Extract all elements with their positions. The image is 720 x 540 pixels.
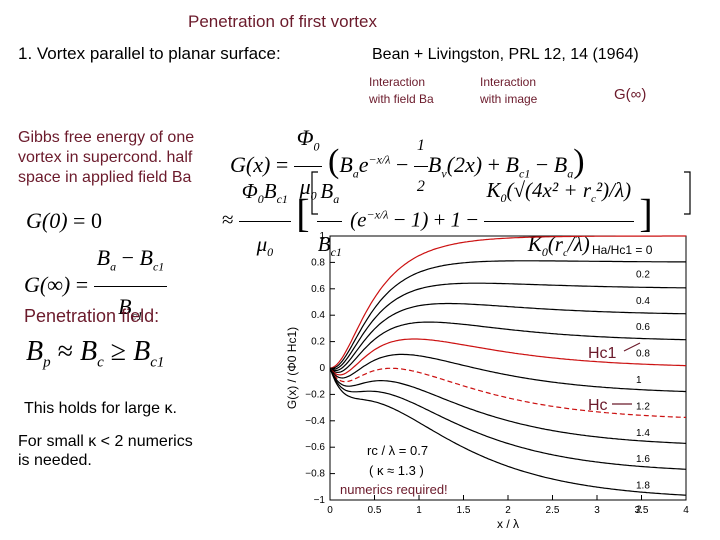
hc1-arrow [623, 342, 641, 352]
bracket-right [684, 171, 691, 215]
series-line [329, 260, 686, 369]
x-tick-label: 4 [683, 505, 689, 516]
series-line [329, 235, 686, 369]
series-label: 1.2 [636, 401, 650, 412]
hc-label: Hc [588, 397, 608, 414]
series-line [329, 321, 686, 374]
series-line [329, 367, 687, 444]
slide-title: Penetration of first vortex [188, 12, 377, 31]
reference-citation: Bean + Livingston, PRL 12, 14 (1964) [372, 46, 639, 63]
series-line [329, 282, 687, 370]
series-line [329, 353, 686, 393]
series-label: 1.6 [636, 454, 650, 465]
equation-gx-approx: ≈ Φ0Bc1 μ0 [ Ba Bc1 (e−x/λ − 1) + 1 − K0(√… [222, 168, 653, 275]
x-tick-label: 3.5 [635, 505, 649, 516]
y-tick-label: 0.2 [311, 337, 325, 348]
y-tick-label: 0 [319, 363, 325, 374]
series-label: 0.4 [636, 296, 650, 307]
series-line [329, 367, 686, 418]
penetration-label: Penetration field: [24, 306, 160, 326]
large-kappa-note: This holds for large κ. [24, 400, 177, 417]
equation-ginf: G(∞) = Ba − Bc1 Bc1 [24, 238, 168, 336]
label-g-infinity: G(∞) [614, 86, 647, 103]
gibbs-description: Gibbs free energy of one vortex in super… [18, 129, 195, 186]
label-interaction-field: Interaction with field Ba [369, 75, 434, 106]
series-label: 0.6 [636, 322, 650, 333]
y-axis-label: G(x) / (Φ0 Hc1) [285, 327, 299, 409]
y-tick-label: 0.4 [311, 310, 325, 321]
equation-gx: G(x) = Φ0 μ0 (Bae−x/λ − 1 2 Bv(2x) + Bc1 − … [230, 118, 585, 216]
y-tick-label: 1 [319, 231, 325, 242]
section-heading: 1. Vortex parallel to planar surface: [18, 44, 281, 63]
annotation-rc: rc / λ = 0.7 [367, 443, 428, 458]
x-tick-label: 0.5 [368, 505, 382, 516]
x-tick-label: 1.5 [457, 505, 471, 516]
y-tick-label: 0.6 [311, 284, 325, 295]
x-tick-label: 3 [594, 505, 600, 516]
series-line [329, 367, 687, 496]
x-axis-label: x / λ [497, 517, 519, 531]
numerics-label: numerics required! [340, 482, 448, 497]
x-tick-label: 2.5 [546, 505, 560, 516]
series-line [329, 302, 687, 372]
x-tick-label: 2 [505, 505, 511, 516]
y-tick-label: −0.8 [305, 469, 325, 480]
series-label: 1.8 [636, 481, 650, 492]
x-tick-label: 0 [327, 505, 333, 516]
plot-frame [329, 235, 687, 501]
hc1-label: Hc1 [588, 345, 617, 362]
y-tick-label: −0.6 [305, 442, 325, 453]
series-label: 1 [636, 375, 642, 386]
equation-bp: Bp ≈ Bc ≥ Bc1 [26, 336, 165, 371]
y-tick-label: −0.2 [305, 389, 325, 400]
series-label: 2 [636, 504, 642, 515]
y-tick-label: −1 [314, 495, 326, 506]
small-kappa-note: For small κ < 2 numerics is needed. [18, 433, 193, 469]
series-label: 0.2 [636, 269, 650, 280]
series-label: 1.4 [636, 428, 650, 439]
equation-g0: G(0) = 0 [26, 208, 102, 233]
series-line [329, 367, 687, 470]
series-label: 0.8 [636, 349, 650, 360]
y-tick-label: 0.8 [311, 257, 325, 268]
x-tick-label: 1 [416, 505, 422, 516]
series-line [329, 338, 686, 376]
series-label-head: Ha/Hc1 = 0 [592, 243, 653, 257]
bracket-left [311, 171, 318, 215]
annotation-kappa: ( κ ≈ 1.3 ) [369, 463, 424, 478]
label-interaction-image: Interaction with image [480, 75, 538, 106]
y-tick-label: −0.4 [305, 416, 325, 427]
